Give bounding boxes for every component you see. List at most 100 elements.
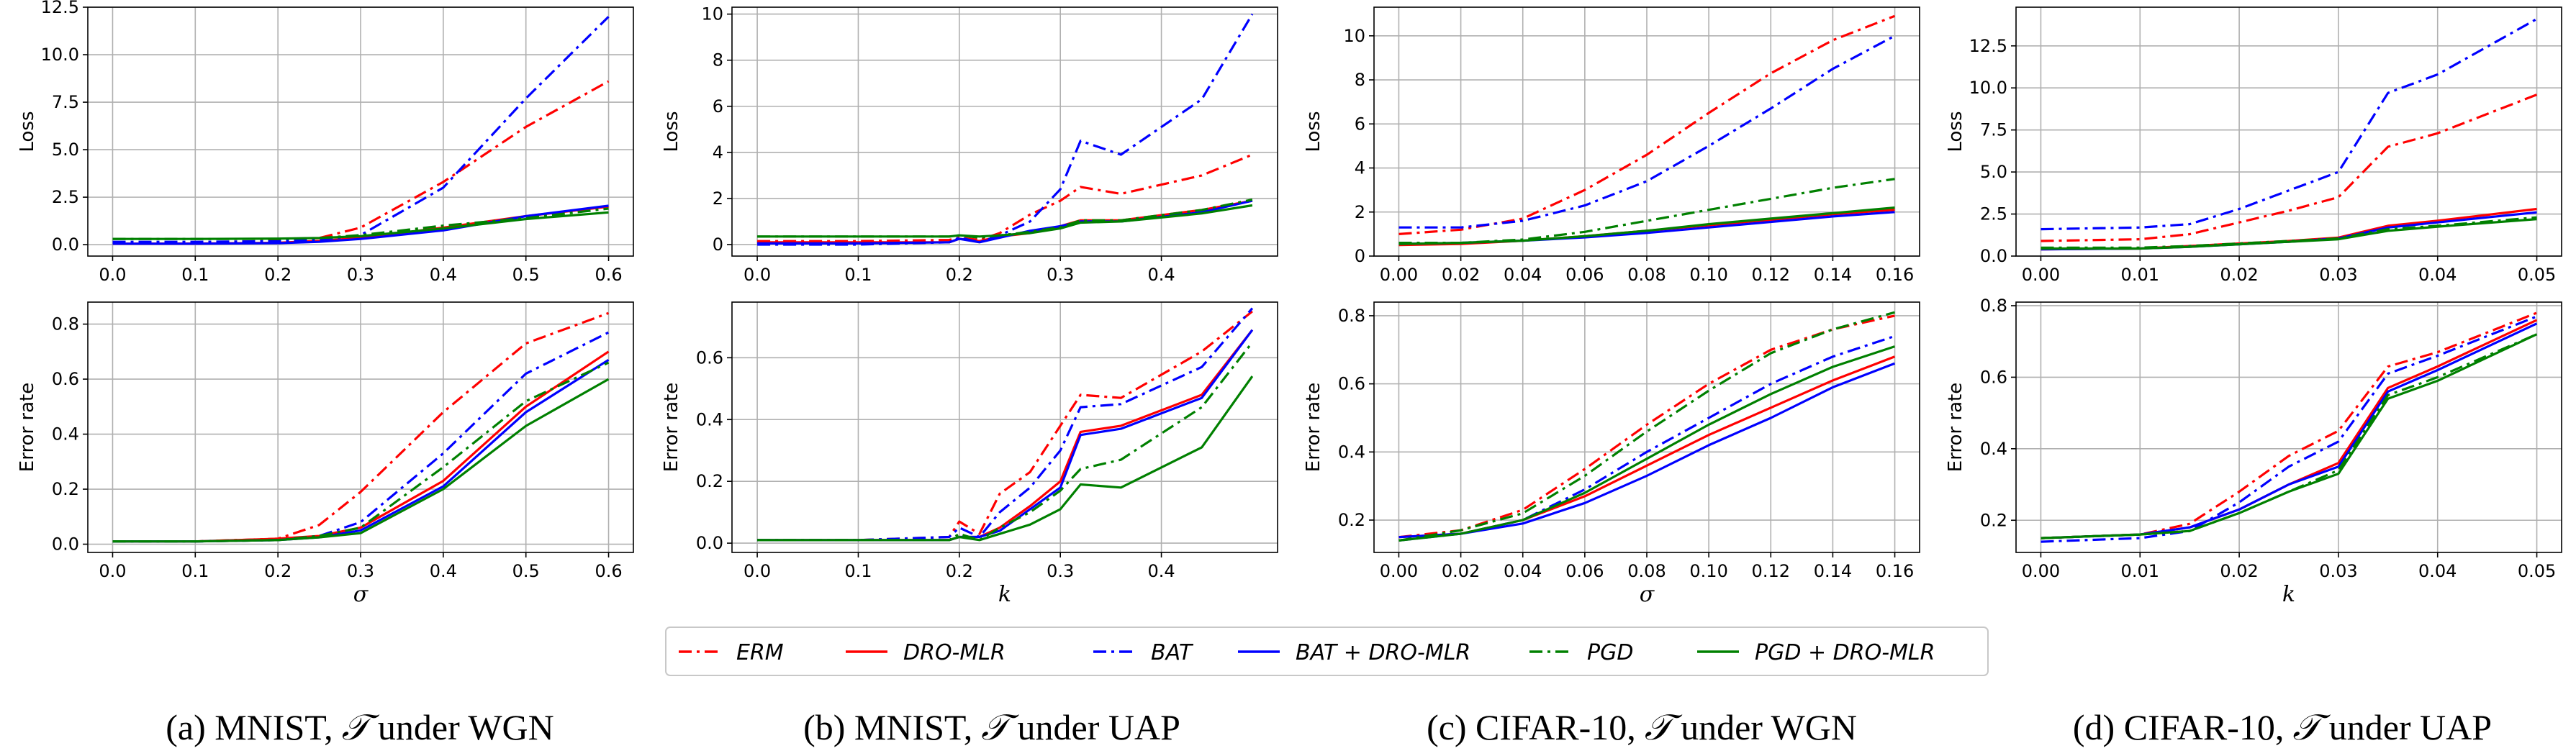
legend-item-erm: ERM xyxy=(679,640,784,665)
legend-item-bat: BAT xyxy=(1093,640,1194,665)
chart-d-loss: 0.00 0.01 0.02 0.03 0.04 0.05 0.0 2.5 5.0 7.5 10.0… xyxy=(1945,6,2562,285)
caption-a-rest: under WGN xyxy=(378,707,554,747)
x-axis-label: k xyxy=(998,582,1011,607)
caption-d-prefix: (d) CIFAR-10, xyxy=(2073,707,2284,747)
y-tick-label: 12.5 xyxy=(1969,36,2007,56)
series-line-pgd-dro-mlr xyxy=(1398,206,1895,245)
chart-b-err: 0.0 0.1 0.2 0.3 0.4 0.0 0.2 0.4 0.6 Error rate k xyxy=(661,301,1278,607)
y-axis-label: Error rate xyxy=(17,383,38,472)
y-axis-label: Error rate xyxy=(1303,383,1324,472)
caption-c-prefix: (c) CIFAR-10, xyxy=(1427,707,1636,747)
y-tick-label: 0.6 xyxy=(696,347,723,368)
series-line-dro-mlr xyxy=(2041,207,2537,251)
y-tick-label: 0.4 xyxy=(52,424,79,445)
caption-d-rest: under UAP xyxy=(2329,707,2492,747)
x-tick-label: 0.1 xyxy=(844,265,872,285)
x-tick-label: 0.14 xyxy=(1814,561,1852,581)
caption-c-rest: under WGN xyxy=(1681,707,1857,747)
y-tick-label: 7.5 xyxy=(52,92,79,112)
legend: ERM DRO-MLR BAT BAT + DRO-MLR PGD PGD + DRO-M… xyxy=(665,627,1989,676)
series-line-pgd xyxy=(757,341,1254,542)
x-tick-label: 0.3 xyxy=(347,265,374,285)
y-tick-label: 4 xyxy=(1355,158,1365,178)
y-tick-label: 0.2 xyxy=(696,471,723,491)
plot-frame xyxy=(731,301,1278,553)
y-tick-label: 0.2 xyxy=(1980,510,2007,530)
y-tick-label: 0.6 xyxy=(1980,367,2007,387)
x-tick-label: 0.00 xyxy=(1380,561,1418,581)
x-tick-label: 0.02 xyxy=(1442,265,1480,285)
x-tick-label: 0.3 xyxy=(1047,561,1074,581)
x-tick-label: 0.04 xyxy=(2418,561,2457,581)
x-tick-label: 0.03 xyxy=(2319,561,2357,581)
legend-item-bat-dro-mlr: BAT + DRO-MLR xyxy=(1238,640,1470,665)
x-tick-label: 0.0 xyxy=(99,561,126,581)
legend-item-pgd: PGD xyxy=(1529,640,1633,665)
y-axis-label: Error rate xyxy=(1945,383,1966,472)
plot-frame xyxy=(731,6,1278,257)
chart-d-err: 0.00 0.01 0.02 0.03 0.04 0.05 0.2 0.4 0.6 0.8 Erro… xyxy=(1945,296,2562,607)
x-tick-label: 0.3 xyxy=(347,561,374,581)
x-tick-label: 0.08 xyxy=(1627,561,1666,581)
legend-frame xyxy=(665,627,1989,676)
series-line-pgd-dro-mlr xyxy=(2041,333,2538,539)
x-tick-label: 0.02 xyxy=(2220,561,2258,581)
y-tick-label: 10.0 xyxy=(1969,78,2007,98)
chart-a-err: 0.0 0.1 0.2 0.3 0.4 0.5 0.6 0.0 0.2 0.4 0.6 0.8 Erro… xyxy=(17,301,634,607)
legend-label: PGD xyxy=(1587,640,1633,665)
x-tick-label: 0.04 xyxy=(1504,265,1542,285)
series-line-pgd xyxy=(2041,333,2538,539)
series-line-bat xyxy=(2041,18,2538,231)
x-axis-label: k xyxy=(2282,582,2295,607)
caption-b-prefix: (b) MNIST, xyxy=(803,707,972,747)
series-line-dro-mlr xyxy=(2041,319,2538,539)
legend-item-dro-mlr: DRO-MLR xyxy=(846,640,1005,665)
plot-frame xyxy=(2015,301,2562,553)
x-tick-label: 0.2 xyxy=(946,561,973,581)
x-tick-label: 0.4 xyxy=(1147,265,1175,285)
series-line-pgd-dro-mlr xyxy=(1398,345,1896,542)
x-tick-label: 0.16 xyxy=(1876,265,1914,285)
series-line-pgd xyxy=(2041,216,2537,249)
series-line-pgd-dro-mlr xyxy=(757,375,1254,542)
y-tick-label: 0.8 xyxy=(1980,296,2007,316)
chart-c-err: 0.00 0.02 0.04 0.06 0.08 0.10 0.12 0.14 0.16 0.2 0… xyxy=(1303,301,1920,607)
y-tick-label: 0.4 xyxy=(1338,442,1365,462)
chart-a-loss: 0.0 0.1 0.2 0.3 0.4 0.5 0.6 0.0 2.5 5.0 7.5 10.0 12.… xyxy=(17,0,634,285)
x-tick-label: 0.4 xyxy=(430,265,457,285)
x-tick-label: 0.1 xyxy=(181,561,209,581)
y-axis-label: Error rate xyxy=(661,383,682,472)
x-tick-label: 0.3 xyxy=(1047,265,1074,285)
y-tick-label: 0.4 xyxy=(1980,439,2007,459)
x-tick-label: 0.01 xyxy=(2121,561,2159,581)
x-tick-label: 0.12 xyxy=(1752,561,1790,581)
caption-a-prefix: (a) MNIST, xyxy=(166,707,333,747)
x-tick-label: 0.05 xyxy=(2518,265,2556,285)
y-tick-label: 2 xyxy=(1355,202,1365,222)
series-line-pgd xyxy=(757,198,1253,239)
series-line-pgd xyxy=(1398,311,1895,542)
y-tick-label: 0.6 xyxy=(52,369,79,389)
y-axis-label: Loss xyxy=(1303,111,1324,152)
y-tick-label: 0.4 xyxy=(696,409,723,429)
caption-b-symbol: 𝒯 xyxy=(981,707,1019,747)
series-line-pgd-dro-mlr xyxy=(112,211,609,240)
x-tick-label: 0.00 xyxy=(2022,561,2060,581)
caption-d-symbol: 𝒯 xyxy=(2292,707,2331,747)
y-tick-label: 7.5 xyxy=(1980,120,2007,140)
x-tick-label: 0.2 xyxy=(264,265,292,285)
legend-label: BAT + DRO-MLR xyxy=(1296,640,1470,665)
y-tick-label: 0 xyxy=(1355,246,1365,266)
chart-b-loss: 0.0 0.1 0.2 0.3 0.4 0 2 4 6 8 10 Loss xyxy=(661,4,1278,285)
y-axis-label: Loss xyxy=(17,111,38,152)
x-tick-label: 0.10 xyxy=(1689,265,1727,285)
y-tick-label: 10 xyxy=(701,4,723,24)
x-tick-label: 0.00 xyxy=(1380,265,1418,285)
y-tick-label: 0.2 xyxy=(52,479,79,499)
y-tick-label: 0.0 xyxy=(52,534,79,555)
y-tick-label: 0.0 xyxy=(52,234,79,255)
